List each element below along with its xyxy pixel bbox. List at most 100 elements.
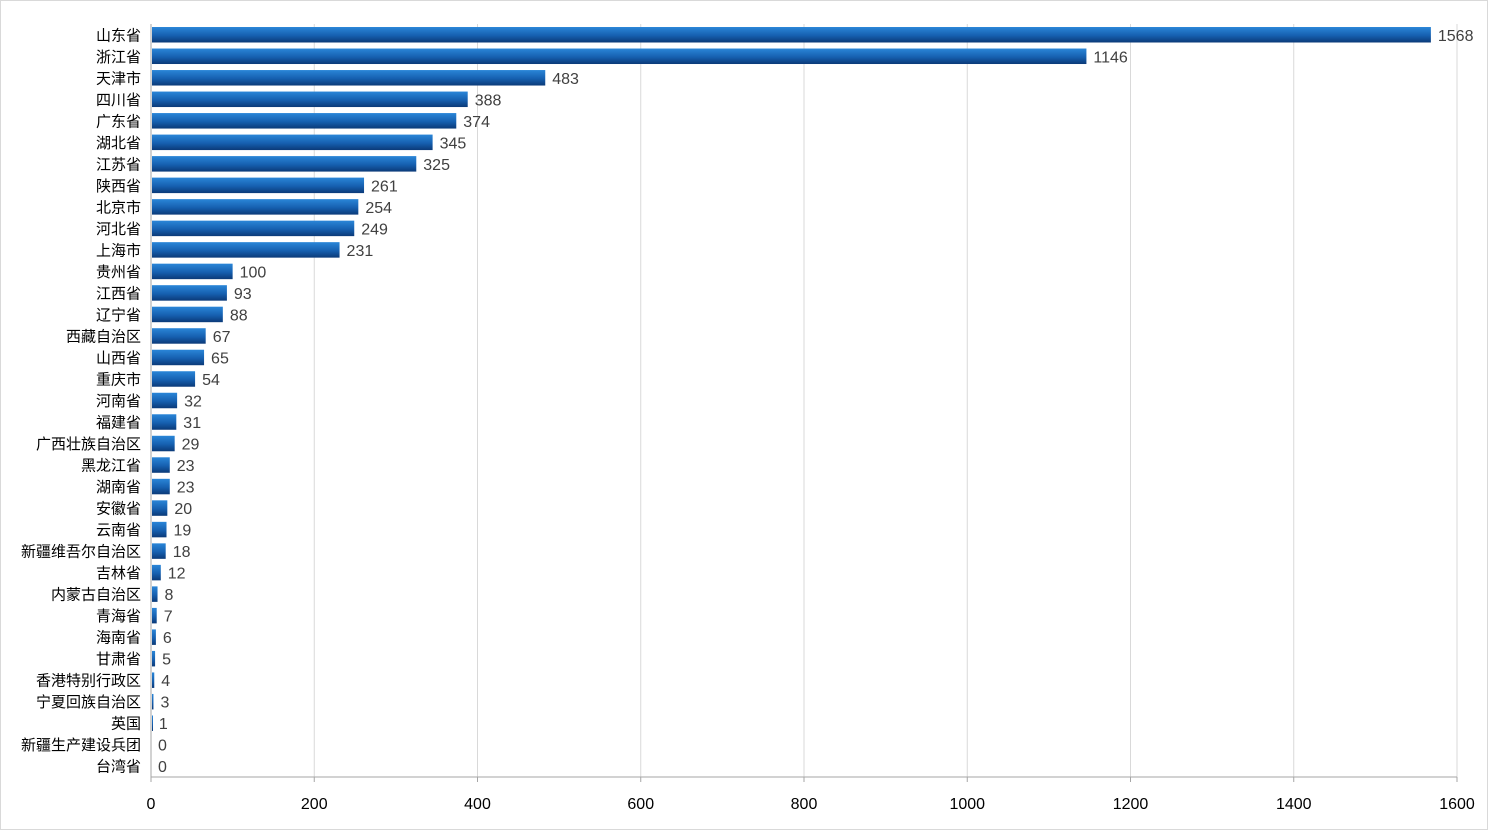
axes: 0 200 400 600 800 1000 1200 1400 1600 <box>147 24 1475 813</box>
bar <box>152 564 161 581</box>
bar <box>152 693 154 710</box>
bar <box>152 199 359 215</box>
bar <box>152 478 170 495</box>
bar <box>152 607 157 624</box>
value-label: 5 <box>162 652 171 669</box>
value-label: 20 <box>174 501 192 518</box>
category-label: 湖南省 <box>96 478 141 496</box>
category-label: 浙江省 <box>96 48 141 66</box>
category-label: 安徽省 <box>96 500 141 518</box>
category-label: 湖北省 <box>96 134 141 152</box>
bar <box>152 134 433 151</box>
category-label: 北京市 <box>96 198 141 216</box>
value-label: 67 <box>213 329 231 346</box>
value-label: 1 <box>159 716 168 733</box>
value-label: 1568 <box>1438 28 1474 45</box>
value-label: 6 <box>163 630 172 647</box>
bar <box>152 242 340 258</box>
category-label: 新疆生产建设兵团 <box>21 736 141 754</box>
category-label: 江西省 <box>96 284 141 302</box>
bar <box>152 263 233 280</box>
x-tick-label: 1000 <box>949 796 985 813</box>
x-tick-label: 0 <box>147 796 156 813</box>
bar <box>152 349 205 366</box>
value-label: 388 <box>475 92 502 109</box>
category-label: 宁夏回族自治区 <box>36 693 141 711</box>
value-label: 261 <box>371 178 398 195</box>
bar <box>152 177 365 194</box>
category-label: 天津市 <box>96 69 141 87</box>
value-label: 54 <box>202 372 220 389</box>
value-label: 29 <box>182 437 200 454</box>
bar <box>152 371 196 387</box>
bar <box>152 715 153 731</box>
value-label: 18 <box>173 544 191 561</box>
category-label: 西藏自治区 <box>66 327 141 345</box>
category-label: 福建省 <box>96 414 141 432</box>
x-tick-label: 200 <box>301 796 328 813</box>
bar <box>152 457 170 473</box>
category-label: 重庆市 <box>96 370 141 388</box>
bar <box>152 113 457 129</box>
value-label: 32 <box>184 394 202 411</box>
bar <box>152 306 223 323</box>
value-label: 23 <box>177 458 195 475</box>
bar <box>152 543 166 559</box>
bar <box>152 414 177 430</box>
value-label: 88 <box>230 307 248 324</box>
category-label: 山西省 <box>96 349 141 367</box>
value-label: 93 <box>234 286 252 303</box>
bar <box>152 70 546 86</box>
category-label: 英国 <box>111 715 141 733</box>
category-label: 云南省 <box>96 521 141 539</box>
category-label: 上海市 <box>96 241 141 259</box>
bar <box>152 521 167 538</box>
category-label: 台湾省 <box>96 758 141 776</box>
bar <box>152 672 155 688</box>
x-tick-label: 600 <box>627 796 654 813</box>
value-label: 100 <box>240 264 267 281</box>
value-label: 65 <box>211 350 229 367</box>
bar <box>152 285 227 301</box>
value-label: 4 <box>161 673 170 690</box>
value-label: 12 <box>168 566 186 583</box>
bars <box>152 27 1431 731</box>
bar <box>152 650 156 667</box>
category-label: 陕西省 <box>96 177 141 195</box>
value-label: 3 <box>160 695 169 712</box>
x-tick-label: 800 <box>791 796 818 813</box>
category-label: 吉林省 <box>96 564 141 582</box>
x-tick-label: 1200 <box>1113 796 1149 813</box>
bar <box>152 586 158 602</box>
value-label: 31 <box>183 415 201 432</box>
category-label: 内蒙古自治区 <box>51 586 141 604</box>
bar <box>152 500 168 516</box>
x-tick-label: 400 <box>464 796 491 813</box>
category-label: 黑龙江省 <box>81 457 141 475</box>
category-label: 青海省 <box>96 607 141 625</box>
bar <box>152 435 175 452</box>
bar <box>152 91 468 108</box>
value-label: 483 <box>552 71 579 88</box>
value-label: 23 <box>177 480 195 497</box>
category-label: 广东省 <box>96 112 141 130</box>
value-label: 8 <box>165 587 174 604</box>
value-label: 345 <box>440 135 467 152</box>
x-tick-label: 1400 <box>1276 796 1312 813</box>
value-label: 0 <box>158 759 167 776</box>
category-label: 贵州省 <box>96 263 141 281</box>
value-label: 7 <box>164 609 173 626</box>
value-label: 19 <box>174 523 192 540</box>
category-label: 香港特别行政区 <box>36 672 141 690</box>
value-label: 231 <box>347 243 374 260</box>
category-label: 河北省 <box>96 220 141 238</box>
bar <box>152 328 206 344</box>
grid-lines <box>313 24 1458 777</box>
x-tick-label: 1600 <box>1439 796 1475 813</box>
category-label: 河南省 <box>96 392 141 410</box>
bar <box>152 156 417 172</box>
category-label: 江苏省 <box>96 155 141 173</box>
